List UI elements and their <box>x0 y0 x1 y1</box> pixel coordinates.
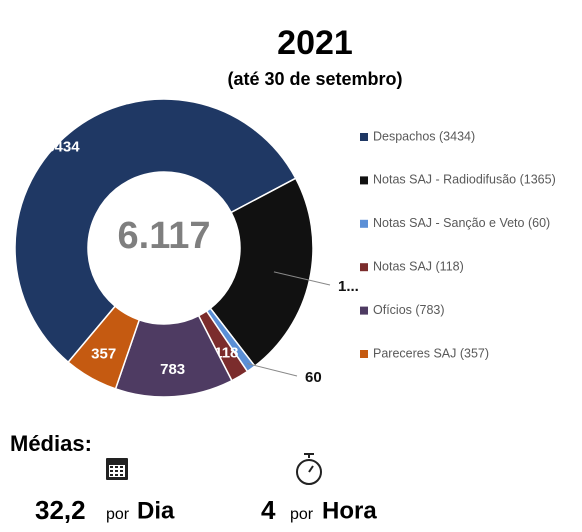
legend-swatch <box>360 176 368 185</box>
data-label: 357 <box>91 346 116 363</box>
average-unit: Hora <box>322 497 377 524</box>
legend-label: Ofícios (783) <box>373 303 445 317</box>
average-unit: Dia <box>137 497 175 524</box>
data-label: 3434 <box>46 139 80 156</box>
average-value: 4 <box>261 495 276 525</box>
average-per: por <box>106 506 130 523</box>
chart-title: 2021 <box>277 24 353 62</box>
donut-slice <box>67 305 141 390</box>
calendar-icon <box>106 458 128 480</box>
chart-subtitle: (até 30 de setembro) <box>227 69 402 89</box>
leader-line <box>247 363 298 377</box>
legend-label: Despachos (3434) <box>373 129 475 143</box>
donut-slice <box>14 98 297 364</box>
legend-swatch <box>360 263 368 272</box>
legend-swatch <box>360 350 368 358</box>
legend-swatch <box>360 133 368 141</box>
legend-swatch <box>360 306 368 315</box>
averages-title: Médias: <box>10 431 92 456</box>
legend-label: Notas SAJ - Radiodifusão (1365) <box>373 173 556 187</box>
average-per: por <box>290 506 314 523</box>
donut-slice <box>209 177 314 368</box>
legend-swatch <box>360 219 368 228</box>
data-label: 1... <box>338 278 359 295</box>
data-label: 60 <box>305 369 322 386</box>
data-label: 783 <box>160 361 185 378</box>
center-label: 6.117 <box>118 215 211 257</box>
legend-label: Notas SAJ - Sanção e Veto (60) <box>373 216 550 230</box>
legend-label: Notas SAJ (118) <box>373 259 464 273</box>
stopwatch-icon <box>296 453 322 485</box>
leader-line <box>273 271 331 286</box>
average-value: 32,2 <box>35 495 86 525</box>
legend-label: Pareceres SAJ (357) <box>373 346 489 360</box>
